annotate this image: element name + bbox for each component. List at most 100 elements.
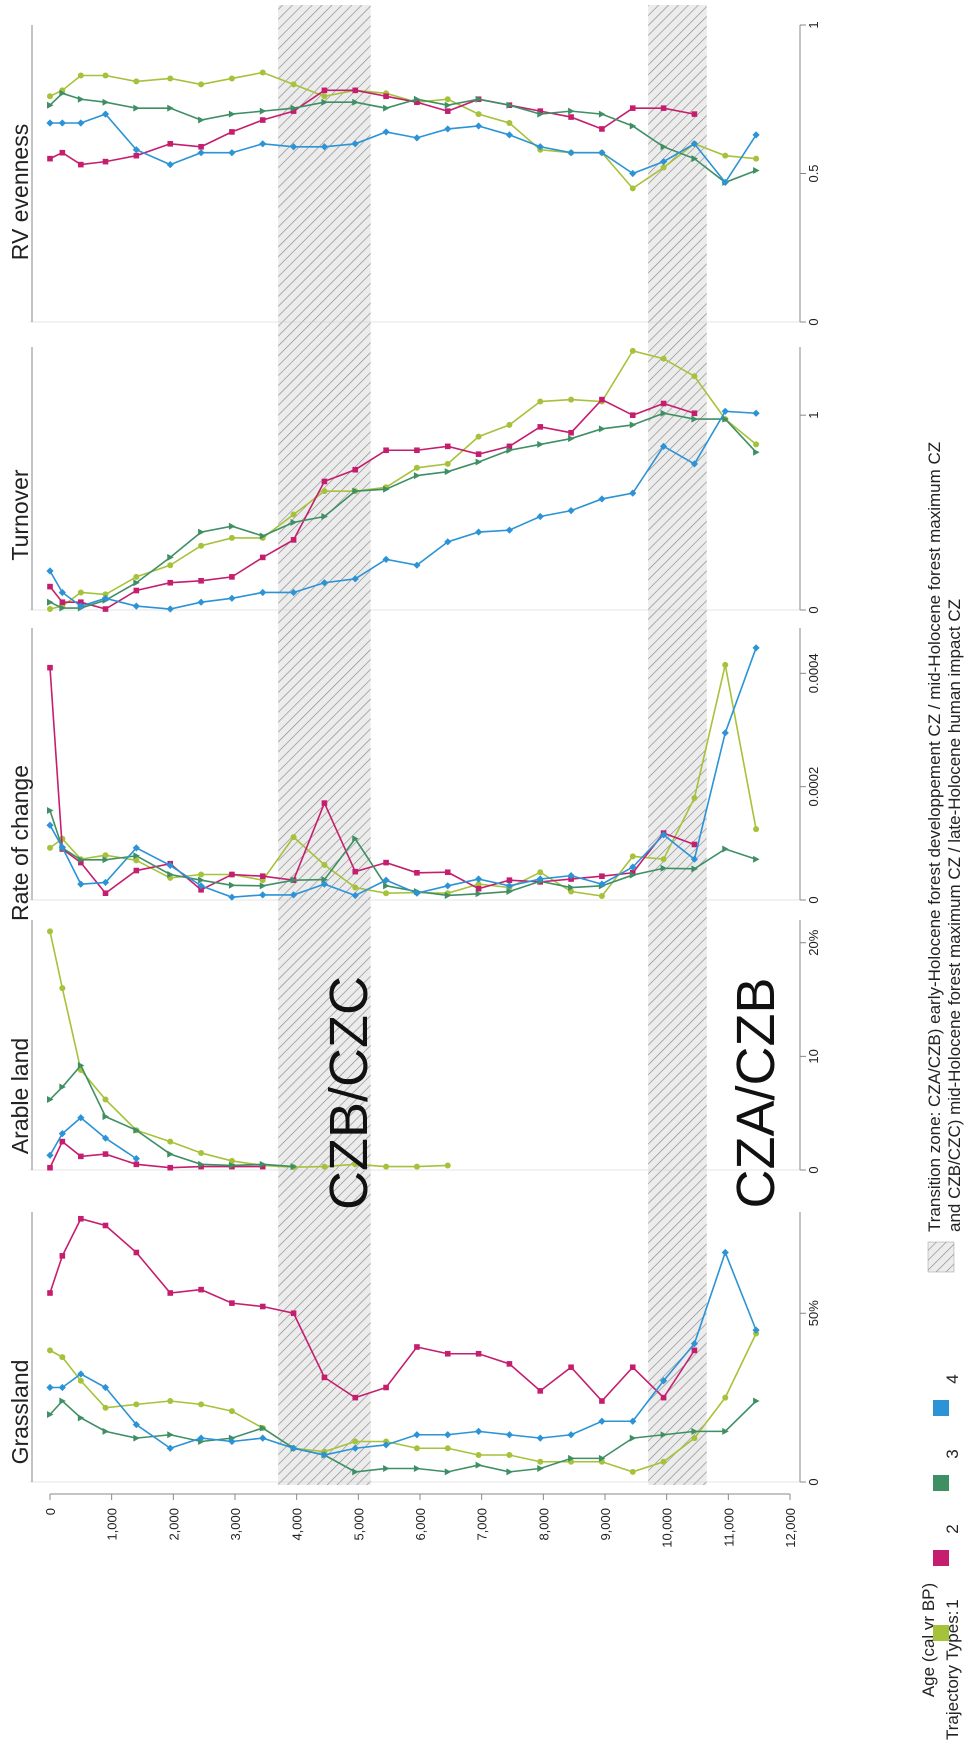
data-point [568, 107, 575, 115]
data-point [598, 425, 606, 433]
data-point [691, 373, 698, 380]
data-point [568, 114, 574, 120]
data-point [444, 1468, 452, 1476]
data-point [660, 105, 667, 111]
series-3-panel-1 [47, 1061, 298, 1171]
data-point [444, 1445, 451, 1452]
data-point [752, 644, 760, 652]
data-point [77, 95, 85, 103]
data-point [444, 882, 452, 890]
data-point [721, 729, 729, 737]
data-point [629, 853, 636, 860]
data-point [383, 93, 389, 100]
data-point [58, 1383, 66, 1392]
data-point [198, 528, 205, 536]
data-point [259, 140, 267, 148]
data-point [537, 424, 544, 430]
data-point [753, 1397, 760, 1405]
data-point [690, 1340, 699, 1348]
legend-hatch-swatch [927, 1241, 955, 1273]
data-point [537, 108, 544, 114]
data-point [321, 800, 328, 806]
data-point [475, 458, 483, 466]
data-point [629, 412, 636, 418]
data-point [352, 884, 359, 891]
data-point [259, 1163, 266, 1170]
data-point [567, 1431, 575, 1439]
data-point [629, 185, 636, 192]
zone-band-cza-czb [648, 5, 707, 1485]
data-point [102, 1222, 109, 1229]
data-point [228, 149, 236, 157]
data-point [444, 101, 452, 109]
data-point [133, 104, 140, 112]
data-point [101, 878, 110, 887]
data-point [752, 409, 760, 417]
data-point [474, 1427, 483, 1435]
data-point [132, 1421, 140, 1429]
data-point [77, 880, 85, 888]
transition-zones [278, 5, 707, 1485]
panel-title-rate-of-change: Rate of change [7, 765, 33, 921]
data-point [568, 396, 575, 403]
data-point [197, 149, 205, 157]
data-point [167, 871, 174, 878]
age-tick-label: 2,000 [166, 1508, 181, 1541]
series-line [49, 1064, 294, 1168]
data-point [413, 1445, 420, 1452]
data-point [133, 579, 140, 587]
data-point [537, 1458, 544, 1465]
data-point [102, 1151, 109, 1157]
data-point [599, 126, 605, 132]
data-point [506, 443, 513, 450]
data-point [629, 347, 636, 354]
data-point [537, 398, 544, 405]
data-point [166, 861, 174, 870]
age-tick-label: 8,000 [536, 1508, 551, 1541]
data-point [320, 143, 329, 151]
data-point [660, 355, 667, 362]
data-point [259, 873, 266, 879]
data-point [259, 117, 266, 123]
data-point [475, 885, 482, 892]
data-point [167, 75, 174, 82]
data-point [722, 152, 729, 159]
data-point [444, 1162, 451, 1169]
data-point [78, 859, 84, 866]
data-point [722, 415, 729, 423]
data-point [198, 143, 204, 150]
data-point [383, 1384, 389, 1391]
data-point [197, 598, 205, 606]
data-point [228, 534, 235, 541]
data-point [382, 128, 390, 136]
zone-label-cza-czb: CZA/CZB [726, 977, 786, 1208]
data-point [290, 81, 297, 88]
data-point [102, 1096, 109, 1103]
data-point [198, 116, 205, 124]
data-point [414, 447, 420, 454]
data-point [321, 93, 328, 100]
data-point [320, 1451, 329, 1459]
data-point [475, 1350, 482, 1357]
age-tick-label: 0 [43, 1508, 58, 1515]
data-point [598, 110, 606, 118]
data-point [78, 599, 84, 606]
data-point [382, 555, 390, 563]
data-point [259, 1424, 267, 1432]
data-point [133, 1401, 140, 1408]
data-point [721, 407, 729, 415]
data-point [659, 1377, 668, 1385]
data-point [259, 882, 267, 890]
data-point [290, 108, 297, 114]
series-2-panel-0 [47, 1215, 698, 1404]
value-tick-label: 0.0002 [806, 767, 821, 807]
data-point [102, 852, 109, 859]
data-point [58, 843, 66, 851]
data-point [167, 141, 174, 147]
data-point [568, 1364, 574, 1371]
data-point [47, 583, 53, 590]
data-point [629, 863, 637, 871]
data-point [197, 1434, 205, 1442]
data-point [414, 1344, 420, 1350]
data-point [475, 881, 482, 888]
